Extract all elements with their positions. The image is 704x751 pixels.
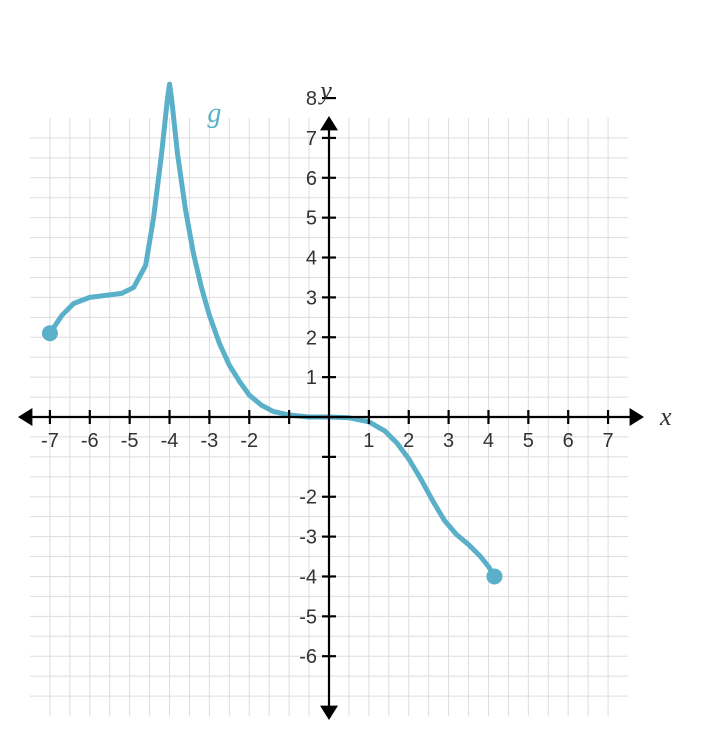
y-tick-label: -3 xyxy=(299,527,317,549)
y-axis-label: y xyxy=(317,76,332,105)
x-tick-label: 1 xyxy=(363,430,374,452)
y-tick-label: 6 xyxy=(306,168,317,190)
y-tick-label: 3 xyxy=(306,287,317,309)
x-tick-label: 4 xyxy=(483,430,494,452)
x-tick-label: 5 xyxy=(523,430,534,452)
y-tick-label: 4 xyxy=(306,248,317,270)
x-tick-label: 6 xyxy=(563,430,574,452)
x-tick-label: -4 xyxy=(161,430,179,452)
chart-container: g -7 -6 -5 -4 -3 -2 1 2 3 4 5 6 7 -6 -5 -4 -3 -2 1 2 3 4 5 6 7 8y x xyxy=(0,0,704,751)
y-tick-label: -2 xyxy=(299,487,317,509)
endpoint-marker xyxy=(42,325,58,341)
x-tick-label: 3 xyxy=(443,430,454,452)
y-tick-label: 8 xyxy=(306,88,317,110)
x-tick-label: -7 xyxy=(41,430,59,452)
y-tick-label: 1 xyxy=(306,367,317,389)
y-tick-label: 7 xyxy=(306,128,317,150)
y-tick-label: 2 xyxy=(306,327,317,349)
y-tick-label: -4 xyxy=(299,566,317,588)
series-label: g xyxy=(207,98,221,129)
x-axis-label: x xyxy=(659,402,672,431)
y-tick-label: 5 xyxy=(306,208,317,230)
x-tick-label: -6 xyxy=(81,430,99,452)
x-tick-label: 2 xyxy=(403,430,414,452)
x-tick-label: -2 xyxy=(240,430,258,452)
endpoint-marker xyxy=(486,568,502,584)
x-tick-label: -3 xyxy=(201,430,219,452)
y-tick-label: -6 xyxy=(299,646,317,668)
function-graph: g -7 -6 -5 -4 -3 -2 1 2 3 4 5 6 7 -6 -5 -4 -3 -2 1 2 3 4 5 6 7 8y x xyxy=(0,0,704,751)
x-tick-label: 7 xyxy=(603,430,614,452)
x-tick-label: -5 xyxy=(121,430,139,452)
y-tick-label: -5 xyxy=(299,606,317,628)
